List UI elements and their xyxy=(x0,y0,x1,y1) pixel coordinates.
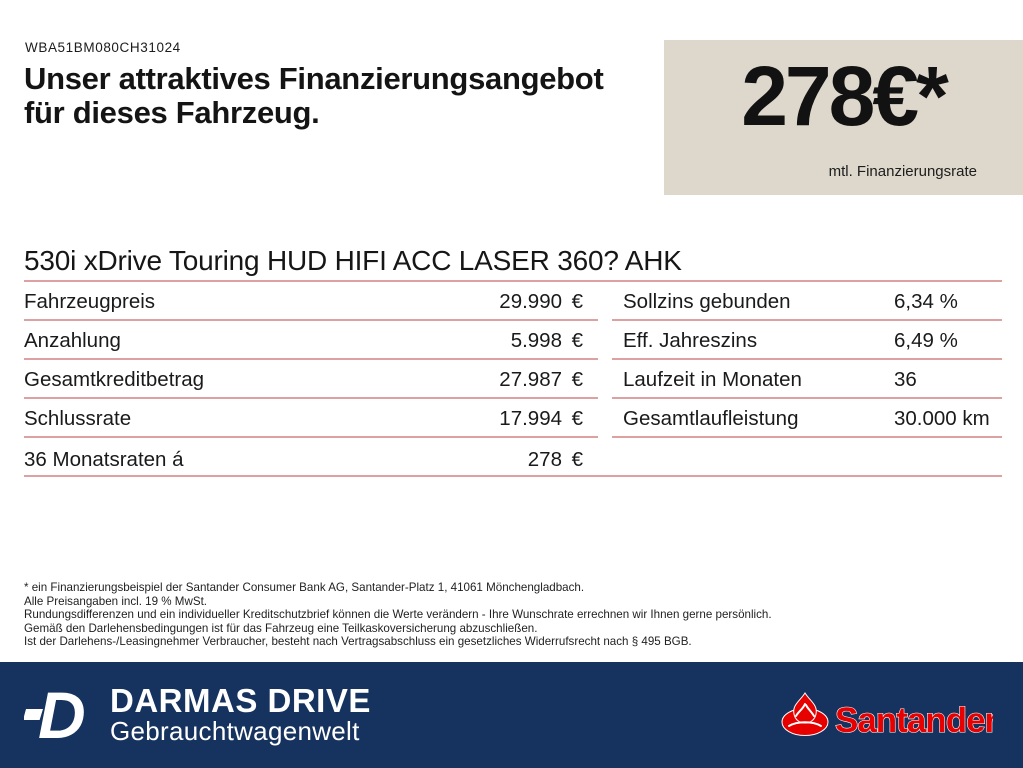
dealer-logo: D DARMAS DRIVE Gebrauchtwagenwelt xyxy=(23,678,371,752)
disclaimer-line: Alle Preisangaben incl. 19 % MwSt. xyxy=(24,594,208,608)
table-row: Fahrzeugpreis 29.990 € xyxy=(24,282,598,321)
row-value: 17.994 xyxy=(499,407,562,430)
row-label: Laufzeit in Monaten xyxy=(623,368,802,391)
table-row: 36 Monatsraten á 278 € xyxy=(24,438,1002,477)
disclaimer-line: Rundungsdifferenzen und ein individuelle… xyxy=(24,608,772,622)
disclaimer-line: Ist der Darlehens-/Leasingnehmer Verbrau… xyxy=(24,635,692,649)
row-unit: € xyxy=(571,329,583,352)
disclaimer-line: * ein Finanzierungsbeispiel der Santande… xyxy=(24,581,585,594)
monthly-rate-box: 278€* mtl. Finanzierungsrate xyxy=(664,40,1023,195)
table-row: Laufzeit in Monaten 36 xyxy=(612,360,1002,399)
table-row: Gesamtlaufleistung 30.000 km xyxy=(612,399,1002,438)
row-value: 6,49 % xyxy=(894,329,958,352)
monthly-rate-value: 278€* xyxy=(741,49,949,143)
row-label: Schlussrate xyxy=(24,407,132,430)
darmas-d-logo-icon: D xyxy=(23,678,102,752)
row-label: Gesamtkreditbetrag xyxy=(24,368,205,391)
row-value: 27.987 xyxy=(499,368,562,391)
row-unit: € xyxy=(571,368,583,391)
disclaimer-line: Gemäß den Darlehensbedingungen ist für d… xyxy=(24,621,538,635)
row-label: Eff. Jahreszins xyxy=(623,329,758,352)
row-value: 5.998 xyxy=(510,329,562,352)
finance-table-right-column: Sollzins gebunden 6,34 % Eff. Jahreszins… xyxy=(612,282,1002,438)
santander-logo: Santander xyxy=(781,692,993,738)
row-label: Fahrzeugpreis xyxy=(24,290,156,313)
vehicle-title: 530i xDrive Touring HUD HIFI ACC LASER 3… xyxy=(24,246,1002,282)
table-row: Gesamtkreditbetrag 27.987 € xyxy=(24,360,598,399)
vin-number: WBA51BM080CH31024 xyxy=(25,40,181,55)
table-row: Eff. Jahreszins 6,49 % xyxy=(612,321,1002,360)
finance-table-left-column: Fahrzeugpreis 29.990 € Anzahlung 5.998 €… xyxy=(24,282,598,438)
disclaimer-text: * ein Finanzierungsbeispiel der Santande… xyxy=(24,581,1007,649)
page-title-line2: für dieses Fahrzeug. xyxy=(24,95,320,130)
row-unit: € xyxy=(571,407,583,430)
svg-text:D: D xyxy=(38,681,86,745)
row-label: Anzahlung xyxy=(24,329,121,352)
row-unit: € xyxy=(571,290,583,313)
table-row: Sollzins gebunden 6,34 % xyxy=(612,282,1002,321)
page-title: Unser attraktives Finanzierungsangebot f… xyxy=(24,62,664,130)
finance-table: Fahrzeugpreis 29.990 € Anzahlung 5.998 €… xyxy=(24,282,1002,477)
footer-bar: D DARMAS DRIVE Gebrauchtwagenwelt Santan… xyxy=(0,662,1023,768)
santander-flame-icon xyxy=(781,692,829,736)
monthly-rate-caption: mtl. Finanzierungsrate xyxy=(828,163,977,180)
row-value: 6,34 % xyxy=(894,290,958,313)
table-row: Schlussrate 17.994 € xyxy=(24,399,598,438)
dealer-name: DARMAS DRIVE xyxy=(110,682,371,719)
table-row: Anzahlung 5.998 € xyxy=(24,321,598,360)
row-value: 278 xyxy=(527,448,562,471)
row-label: Sollzins gebunden xyxy=(623,290,791,313)
row-label: Gesamtlaufleistung xyxy=(623,407,799,430)
row-value: 36 xyxy=(894,368,917,391)
row-value: 30.000 km xyxy=(894,407,990,430)
row-value: 29.990 xyxy=(499,290,562,313)
page-title-line1: Unser attraktives Finanzierungsangebot xyxy=(24,61,604,96)
dealer-subtitle: Gebrauchtwagenwelt xyxy=(110,716,360,746)
row-label: 36 Monatsraten á xyxy=(24,448,184,471)
santander-wordmark: Santander xyxy=(835,701,993,738)
column-gap xyxy=(598,282,612,438)
row-unit: € xyxy=(571,448,583,471)
